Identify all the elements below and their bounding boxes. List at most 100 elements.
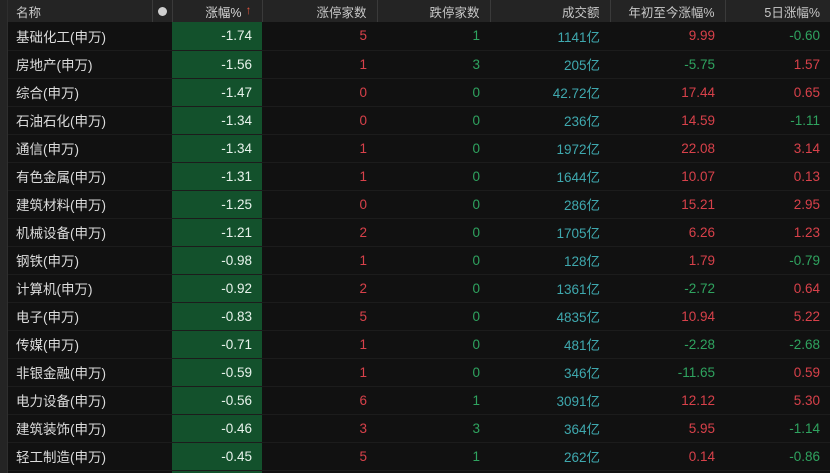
table-row[interactable]: 建筑装饰(申万) -0.46 3 3 364亿 5.95 -1.14 (0, 414, 830, 443)
cell-limit-up-count: 0 (262, 78, 377, 107)
table-row[interactable]: 基础化工(申万) -1.74 5 1 1141亿 9.99 -0.60 (0, 22, 830, 51)
column-header-name-label: 名称 (16, 5, 42, 20)
cell-sector-name: 传媒(申万) (0, 330, 152, 359)
table-row[interactable]: 建筑材料(申万) -1.25 0 0 286亿 15.21 2.95 (0, 190, 830, 219)
table-header: 名称 涨幅% ↑ 涨停家数 跌停家数 成交额 (0, 0, 830, 22)
cell-limit-up-count: 5 (262, 302, 377, 331)
cell-change-pct: -0.59 (172, 358, 262, 387)
cell-ytd-change: 22.08 (610, 134, 725, 163)
cell-ytd-change: 6.26 (610, 218, 725, 247)
cell-5day-change: -1.11 (725, 106, 830, 135)
cell-sector-name: 综合(申万) (0, 78, 152, 107)
cell-5day-change: 0.59 (725, 358, 830, 387)
cell-sector-name: 基础化工(申万) (0, 22, 152, 51)
table-row[interactable]: 轻工制造(申万) -0.45 5 1 262亿 0.14 -0.86 (0, 442, 830, 471)
column-header-turnover-label: 成交额 (561, 5, 600, 20)
circle-icon (157, 7, 167, 17)
cell-change-pct: -1.25 (172, 190, 262, 219)
cell-turnover: 364亿 (490, 414, 610, 443)
cell-marker (152, 22, 172, 51)
cell-change-pct: -1.56 (172, 50, 262, 79)
cell-change-pct: -0.56 (172, 386, 262, 415)
cell-ytd-change: 5.95 (610, 414, 725, 443)
cell-5day-change: 0.64 (725, 274, 830, 303)
table-row[interactable]: 传媒(申万) -0.71 1 0 481亿 -2.28 -2.68 (0, 330, 830, 359)
cell-change-pct: -1.74 (172, 22, 262, 51)
cell-5day-change: 1.23 (725, 218, 830, 247)
table-body: 基础化工(申万) -1.74 5 1 1141亿 9.99 -0.60 房地产(申万) -1.5… (0, 22, 830, 471)
cell-marker (152, 218, 172, 247)
table-row[interactable]: 电子(申万) -0.83 5 0 4835亿 10.94 5.22 (0, 302, 830, 331)
table-row[interactable]: 机械设备(申万) -1.21 2 0 1705亿 6.26 1.23 (0, 218, 830, 247)
cell-sector-name: 建筑材料(申万) (0, 190, 152, 219)
column-header-limit-up-count[interactable]: 涨停家数 (262, 0, 378, 22)
cell-turnover: 205亿 (490, 50, 610, 79)
cell-turnover: 1361亿 (490, 274, 610, 303)
table-row[interactable]: 钢铁(申万) -0.98 1 0 128亿 1.79 -0.79 (0, 246, 830, 275)
cell-limit-up-count: 1 (262, 162, 377, 191)
cell-limit-down-count: 0 (377, 302, 490, 331)
column-header-limit-up-count-label: 涨停家数 (316, 5, 367, 20)
column-header-ytd-change[interactable]: 年初至今涨幅% (610, 0, 726, 22)
cell-change-pct: -1.21 (172, 218, 262, 247)
cell-limit-up-count: 3 (262, 414, 377, 443)
cell-5day-change: -0.86 (725, 442, 830, 471)
cell-sector-name: 建筑装饰(申万) (0, 414, 152, 443)
sort-ascending-arrow-icon: ↑ (245, 3, 252, 17)
cell-limit-down-count: 1 (377, 386, 490, 415)
cell-sector-name: 非银金融(申万) (0, 358, 152, 387)
cell-5day-change: 5.22 (725, 302, 830, 331)
column-header-5day-change[interactable]: 5日涨幅% (725, 0, 830, 22)
cell-sector-name: 电子(申万) (0, 302, 152, 331)
cell-marker (152, 246, 172, 275)
column-header-change-pct-label: 涨幅% (205, 5, 242, 20)
cell-ytd-change: 10.94 (610, 302, 725, 331)
cell-ytd-change: -11.65 (610, 358, 725, 387)
table-row[interactable]: 石油石化(申万) -1.34 0 0 236亿 14.59 -1.11 (0, 106, 830, 135)
column-header-name[interactable]: 名称 (0, 0, 153, 22)
cell-limit-down-count: 3 (377, 414, 490, 443)
table-row[interactable]: 房地产(申万) -1.56 1 3 205亿 -5.75 1.57 (0, 50, 830, 79)
cell-5day-change: -2.68 (725, 330, 830, 359)
table-row[interactable]: 非银金融(申万) -0.59 1 0 346亿 -11.65 0.59 (0, 358, 830, 387)
cell-marker (152, 414, 172, 443)
cell-sector-name: 通信(申万) (0, 134, 152, 163)
column-header-turnover[interactable]: 成交额 (490, 0, 611, 22)
cell-5day-change: 0.13 (725, 162, 830, 191)
cell-marker (152, 274, 172, 303)
cell-limit-up-count: 6 (262, 386, 377, 415)
table-row[interactable]: 通信(申万) -1.34 1 0 1972亿 22.08 3.14 (0, 134, 830, 163)
table-row[interactable]: 有色金属(申万) -1.31 1 0 1644亿 10.07 0.13 (0, 162, 830, 191)
cell-5day-change: -1.14 (725, 414, 830, 443)
cell-change-pct: -1.34 (172, 106, 262, 135)
left-accent-rail (0, 0, 7, 473)
cell-turnover: 128亿 (490, 246, 610, 275)
table-row[interactable]: 综合(申万) -1.47 0 0 42.72亿 17.44 0.65 (0, 78, 830, 107)
cell-limit-up-count: 2 (262, 218, 377, 247)
cell-limit-up-count: 1 (262, 358, 377, 387)
cell-sector-name: 电力设备(申万) (0, 386, 152, 415)
cell-limit-down-count: 0 (377, 190, 490, 219)
table-row[interactable]: 计算机(申万) -0.92 2 0 1361亿 -2.72 0.64 (0, 274, 830, 303)
column-header-change-pct[interactable]: 涨幅% ↑ (172, 0, 263, 22)
cell-ytd-change: 0.14 (610, 442, 725, 471)
cell-change-pct: -0.92 (172, 274, 262, 303)
cell-limit-down-count: 0 (377, 78, 490, 107)
column-header-ytd-change-label: 年初至今涨幅% (628, 5, 715, 20)
cell-5day-change: 1.57 (725, 50, 830, 79)
cell-limit-down-count: 0 (377, 218, 490, 247)
cell-ytd-change: 9.99 (610, 22, 725, 51)
cell-limit-up-count: 0 (262, 190, 377, 219)
cell-limit-up-count: 5 (262, 442, 377, 471)
table-row[interactable]: 电力设备(申万) -0.56 6 1 3091亿 12.12 5.30 (0, 386, 830, 415)
cell-change-pct: -1.31 (172, 162, 262, 191)
column-header-marker[interactable] (152, 0, 173, 22)
column-header-limit-down-count[interactable]: 跌停家数 (377, 0, 491, 22)
cell-limit-down-count: 0 (377, 358, 490, 387)
cell-sector-name: 机械设备(申万) (0, 218, 152, 247)
cell-ytd-change: -5.75 (610, 50, 725, 79)
cell-turnover: 346亿 (490, 358, 610, 387)
cell-limit-up-count: 5 (262, 22, 377, 51)
